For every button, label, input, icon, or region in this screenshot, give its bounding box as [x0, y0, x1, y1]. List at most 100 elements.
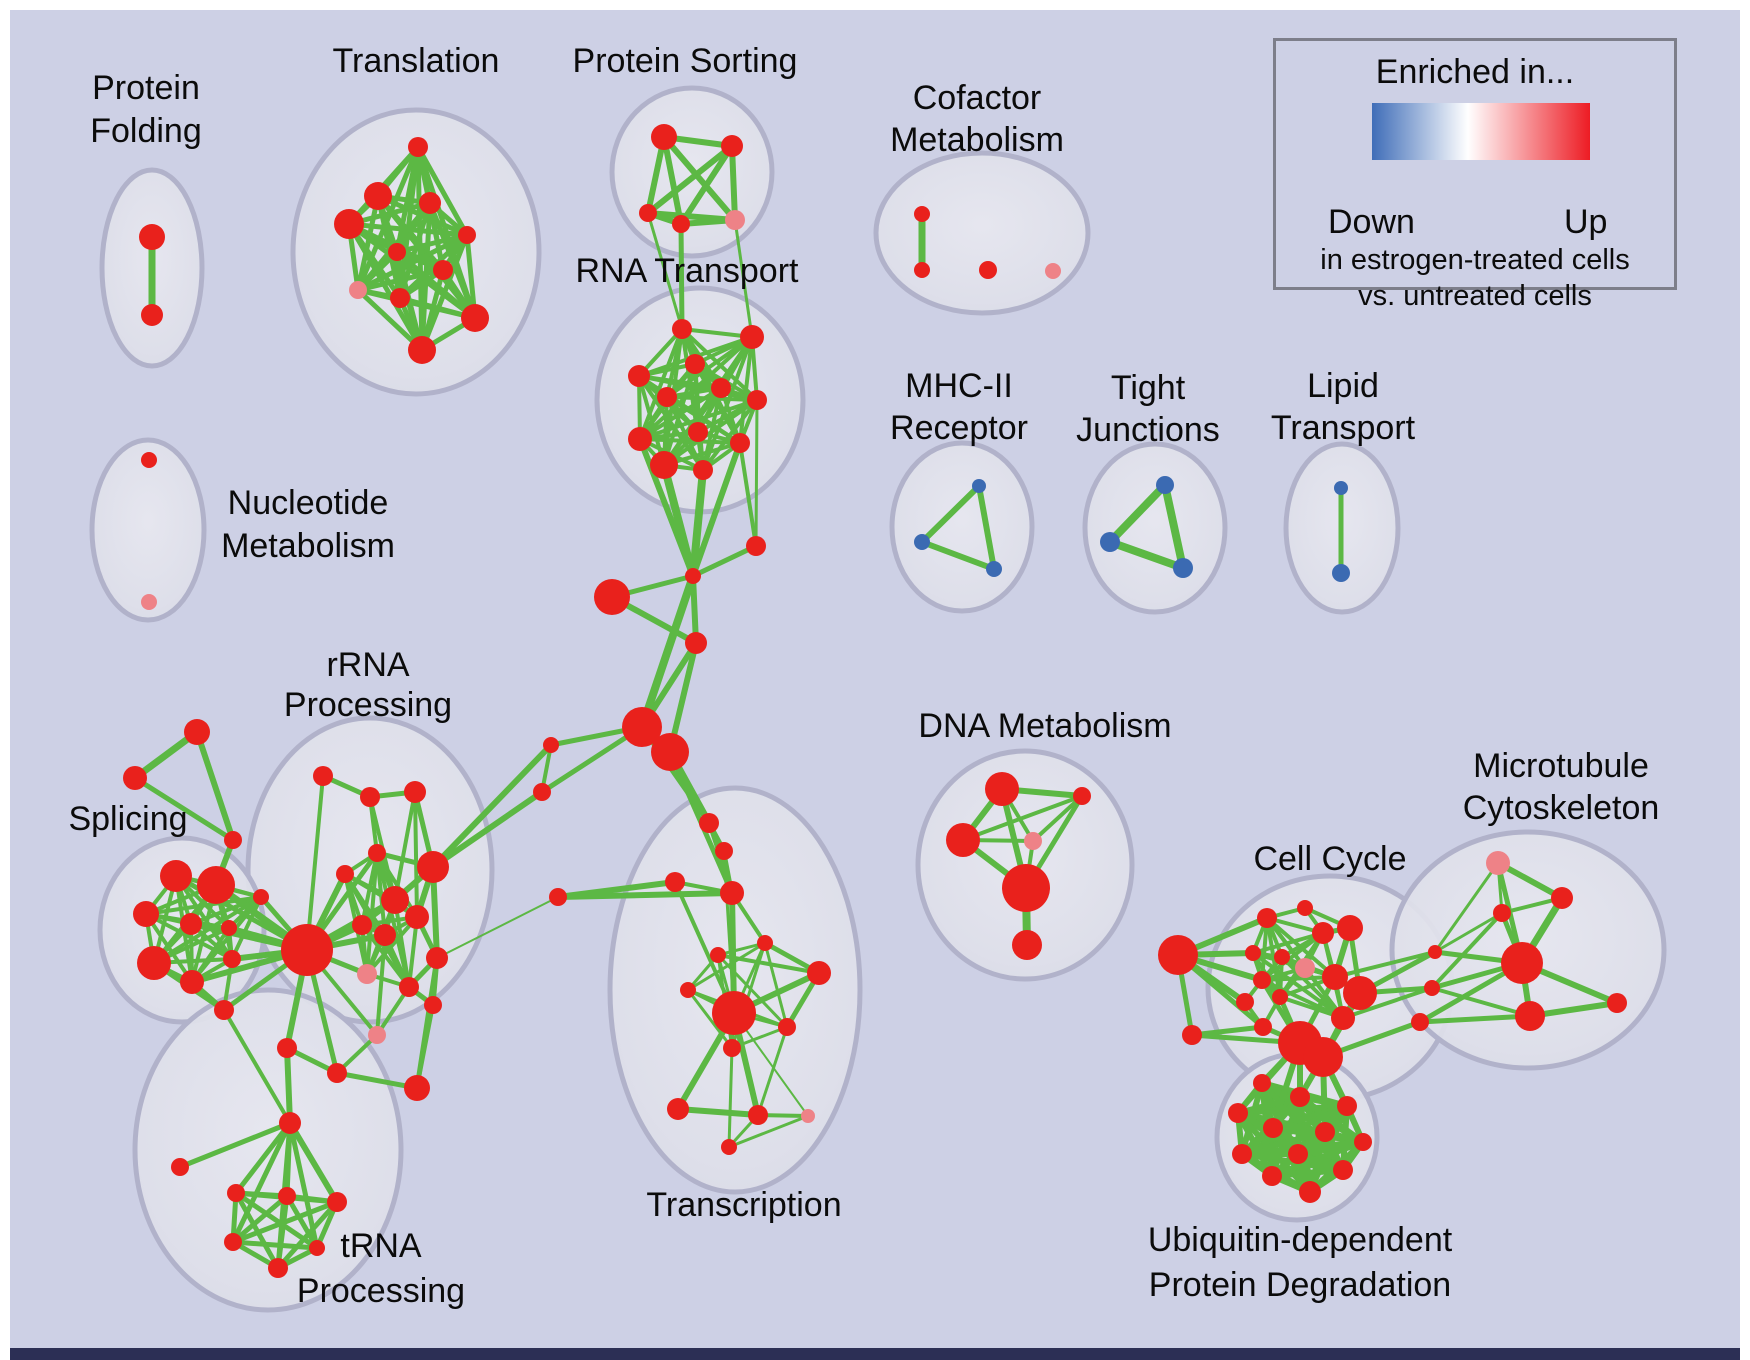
network-edge [1430, 986, 1532, 1018]
network-node-rr10 [426, 947, 448, 969]
network-node-ci1 [1158, 935, 1198, 975]
network-node-rr7 [405, 905, 429, 929]
network-edge [394, 249, 478, 321]
network-node-rr11 [357, 964, 377, 984]
network-node-tru1 [279, 1112, 301, 1134]
network-node-rt7 [747, 390, 767, 410]
network-node-cc10 [1236, 993, 1254, 1011]
network-edge [690, 440, 743, 579]
network-node-rr5 [336, 865, 354, 883]
network-node-sp7 [180, 970, 204, 994]
network-edge [645, 143, 735, 216]
network-node-rt11 [650, 451, 678, 479]
network-edge [727, 1046, 734, 1149]
network-node-ub11 [1262, 1166, 1282, 1186]
network-node-sp2 [197, 866, 235, 904]
network-node-ps2 [721, 135, 743, 157]
network-edge [678, 143, 735, 227]
network-edge [194, 729, 236, 843]
network-node-ch8 [533, 783, 551, 801]
network-node-rt10 [730, 433, 750, 453]
network-node-ub2 [1290, 1087, 1310, 1107]
cluster-label-mhc-ii-receptor-line1: MHC-II [905, 367, 1013, 405]
network-edge [355, 267, 446, 293]
network-node-mt2 [1551, 887, 1573, 909]
network-node-ch7 [543, 737, 559, 753]
network-node-cc3 [1312, 922, 1334, 944]
network-node-ub5 [1263, 1118, 1283, 1138]
network-node-ch1 [685, 568, 701, 584]
network-edge [673, 880, 736, 1015]
network-edge [701, 386, 723, 472]
network-node-tx6 [710, 947, 726, 963]
network-edge [637, 374, 759, 402]
network-node-ub3 [1337, 1096, 1357, 1116]
network-edge [690, 543, 759, 579]
network-edge [727, 1114, 810, 1149]
network-node-tx4 [720, 881, 744, 905]
network-edge [1430, 911, 1504, 990]
network-edge [675, 1106, 761, 1118]
network-edge [733, 218, 754, 339]
network-node-lt2 [1332, 564, 1350, 582]
network-node-ch6 [651, 733, 689, 771]
network-node-rt4 [628, 365, 650, 387]
network-edge [678, 221, 685, 332]
network-node-rt5 [711, 378, 731, 398]
network-node-cc1 [1257, 908, 1277, 928]
bottom-edge-bar [10, 1348, 1740, 1360]
network-node-rr9 [374, 924, 396, 946]
network-node-tj1 [1156, 476, 1174, 494]
network-edge [661, 134, 684, 227]
network-edge [393, 898, 411, 989]
network-node-rr3 [417, 851, 449, 883]
network-edge [638, 437, 742, 445]
network-node-tr2 [364, 182, 392, 210]
network-edge [355, 287, 425, 353]
network-edge [716, 953, 821, 975]
network-node-dm1 [985, 772, 1019, 806]
network-node-cc7 [1295, 958, 1315, 978]
network-node-cc6 [1274, 949, 1290, 965]
network-edge [1433, 861, 1500, 954]
cluster-label-trna-processing-line1: tRNA [340, 1227, 422, 1265]
network-node-mt1 [1486, 851, 1510, 875]
network-node-cm3 [979, 261, 997, 279]
network-node-cc2 [1297, 900, 1313, 916]
network-edge [284, 1193, 320, 1251]
network-node-tni [171, 1158, 189, 1176]
network-edge [393, 790, 417, 902]
network-node-rr8 [352, 915, 372, 935]
network-edge [132, 775, 236, 843]
network-edge [284, 1045, 293, 1126]
network-edge [436, 896, 559, 959]
network-edge [230, 1239, 320, 1251]
network-edge [346, 221, 425, 353]
network-node-ub6 [1315, 1122, 1335, 1142]
cluster-label-splicing-line1: Splicing [68, 800, 187, 838]
network-edge [756, 1025, 789, 1117]
cluster-label-ubiquitin-degradation-line1: Ubiquitin-dependent [1148, 1221, 1453, 1259]
network-edge [177, 1120, 293, 1170]
network-node-rt12 [693, 460, 713, 480]
network-edge [355, 193, 381, 293]
network-node-tr5 [458, 226, 476, 244]
legend-gradient-bar [1372, 103, 1590, 160]
network-node-cc14 [1331, 1006, 1355, 1030]
network-node-tr1 [408, 137, 428, 157]
cluster-label-cofactor-metabolism-line1: Cofactor [913, 79, 1042, 117]
network-node-tx11 [723, 1039, 741, 1057]
network-edge [430, 789, 545, 870]
network-node-sp3 [133, 901, 159, 927]
network-edge [287, 1120, 340, 1205]
network-edge [346, 221, 470, 238]
network-node-cm4 [1045, 263, 1061, 279]
cluster-label-microtubule-cytoskeleton-line1: Microtubule [1473, 747, 1649, 785]
network-node-tx9 [712, 991, 756, 1035]
network-node-cc9 [1322, 964, 1348, 990]
network-edge [1106, 538, 1187, 572]
network-edge [729, 143, 738, 223]
network-node-tx14 [801, 1109, 815, 1123]
network-node-ch3 [594, 579, 630, 615]
